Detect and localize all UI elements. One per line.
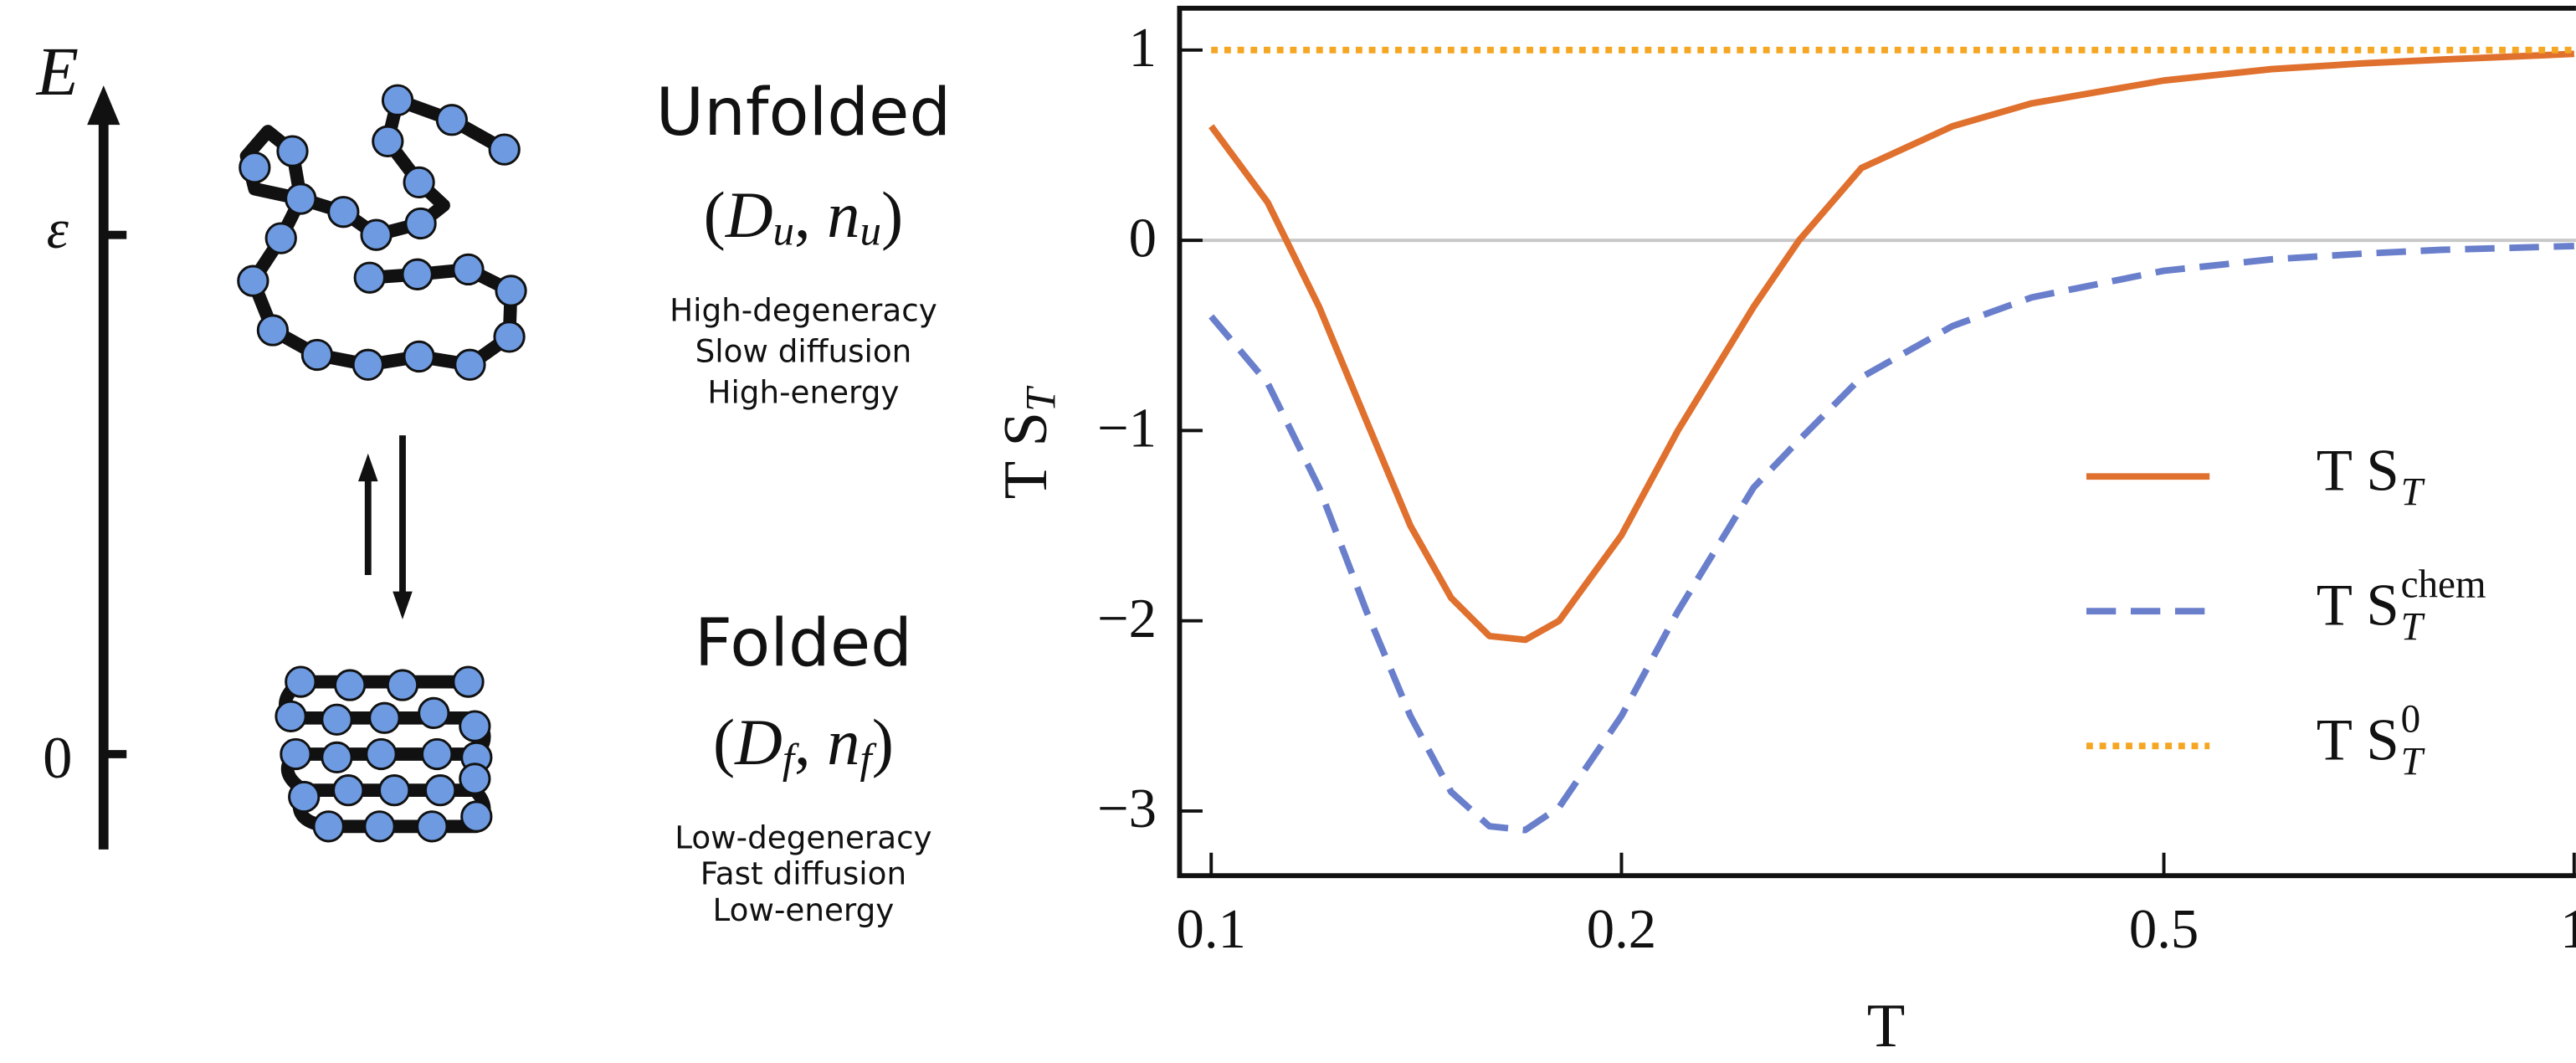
equilibrium-arrows — [357, 435, 413, 620]
state-note: Slow diffusion — [695, 333, 912, 370]
param: n — [827, 706, 860, 778]
y-tick-label: −2 — [1097, 588, 1157, 650]
param: n — [827, 178, 860, 251]
series-line — [1208, 50, 2574, 644]
state-note: Fast diffusion — [700, 855, 906, 892]
x-axis-label: T — [1867, 992, 1906, 1060]
state-title: Unfolded — [656, 74, 952, 151]
series-line — [1208, 243, 2574, 834]
state-params: (Df, nf) — [713, 706, 894, 782]
legend-sub: T — [2401, 606, 2425, 650]
state-title: Folded — [695, 604, 912, 681]
folded-chain — [275, 665, 493, 843]
state-note: High-energy — [707, 374, 899, 411]
energy-tick-label: 0 — [43, 726, 72, 791]
legend-label: T S — [2317, 438, 2399, 503]
param-sub: u — [860, 208, 882, 254]
x-tick-label: 1 — [2560, 899, 2576, 960]
state-params: (Du, nu) — [704, 178, 904, 254]
y-tick-label: −3 — [1097, 778, 1157, 840]
y-tick-label: 0 — [1129, 208, 1157, 269]
y-tick-label: 1 — [1129, 18, 1157, 79]
legend-sup: chem — [2401, 563, 2486, 607]
x-tick-label: 0.1 — [1177, 899, 1246, 960]
x-tick-label: 0.2 — [1587, 899, 1656, 960]
y-axis-label: T ST — [992, 385, 1065, 499]
legend-sub: T — [2401, 741, 2425, 784]
legend-sub: T — [2401, 471, 2425, 515]
state-note: Low-energy — [713, 891, 895, 928]
energy-tick-label: ε — [47, 199, 69, 260]
legend-sup: 0 — [2401, 697, 2421, 741]
state-note: High-degeneracy — [670, 291, 937, 328]
energy-label: E — [36, 33, 79, 110]
y-label-sub: T — [1018, 385, 1065, 412]
param: D — [725, 178, 773, 251]
legend-label: T S — [2317, 707, 2399, 773]
energy-arrowhead — [87, 85, 121, 126]
unfolded-chain — [237, 84, 527, 381]
y-tick-label: −1 — [1097, 398, 1157, 460]
y-label-main: T S — [992, 412, 1060, 499]
state-note: Low-degeneracy — [675, 819, 931, 856]
param-sub: u — [773, 208, 795, 254]
param: D — [734, 706, 783, 778]
legend-label: T S — [2317, 573, 2399, 638]
x-tick-label: 0.5 — [2129, 899, 2199, 960]
axes-frame — [1177, 5, 2576, 879]
